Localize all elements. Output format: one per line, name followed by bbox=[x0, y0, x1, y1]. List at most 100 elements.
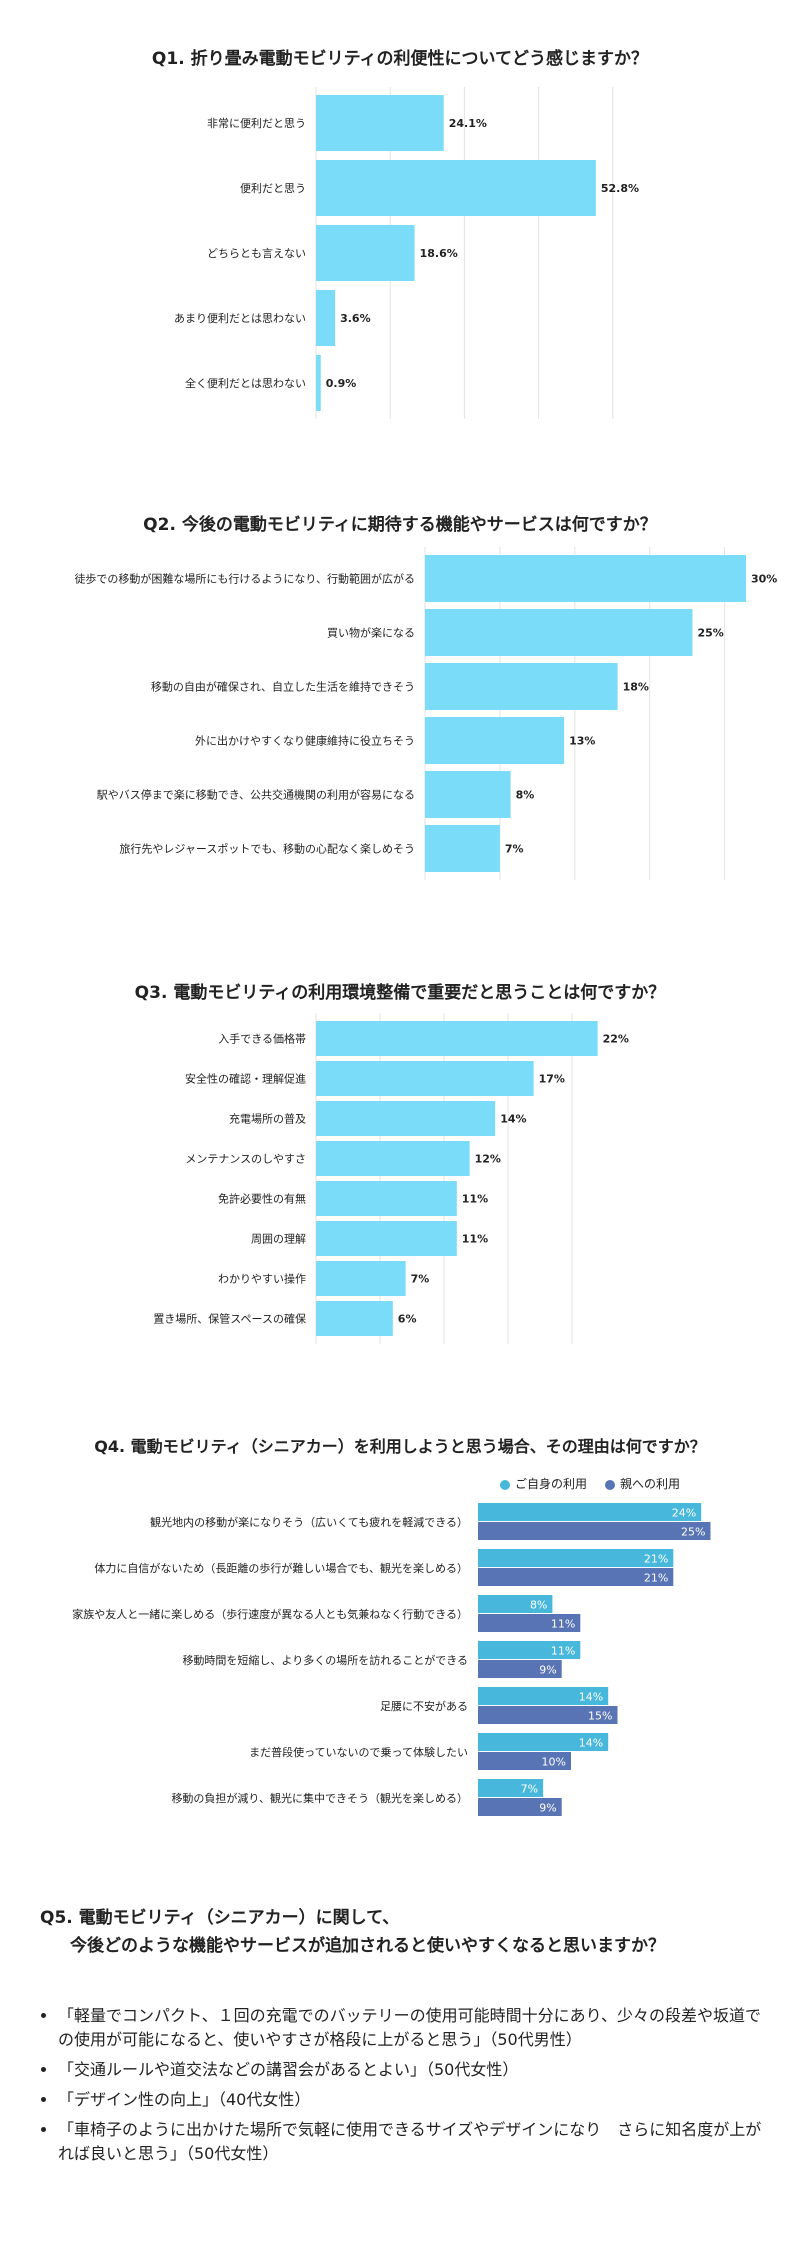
bar bbox=[425, 717, 565, 764]
bar bbox=[316, 160, 596, 216]
q1-chart: 非常に便利だと思う 24.1% 便利だと思う 52.8% どちらとも言えない 18.6% あ… bbox=[174, 87, 639, 419]
value-label: 25% bbox=[681, 1526, 705, 1539]
bar-self bbox=[478, 1503, 702, 1521]
value-label: 24.1% bbox=[449, 117, 487, 130]
bar-parent bbox=[478, 1568, 674, 1586]
category-label: 観光地内の移動が楽になりそう（広いくても疲れを軽減できる） bbox=[150, 1515, 468, 1529]
legend-item-self: ご自身の利用 bbox=[500, 1475, 587, 1492]
bar bbox=[425, 609, 693, 656]
bar bbox=[316, 1261, 406, 1296]
category-label: 便利だと思う bbox=[240, 182, 306, 195]
bar bbox=[316, 1061, 534, 1096]
category-label: 非常に便利だと思う bbox=[207, 117, 306, 130]
bar bbox=[316, 1221, 457, 1256]
value-label: 52.8% bbox=[601, 182, 639, 195]
value-label: 7% bbox=[521, 1783, 538, 1796]
value-label: 18% bbox=[623, 681, 649, 694]
value-label: 8% bbox=[516, 789, 535, 802]
value-label: 11% bbox=[462, 1193, 488, 1206]
category-label: 家族や友人と一緒に楽しめる（歩行速度が異なる人とも気兼ねなく行動できる） bbox=[72, 1607, 468, 1621]
category-label: 周囲の理解 bbox=[251, 1232, 306, 1246]
q4-title: Q4. 電動モビリティ（シニアカー）を利用しようと思う場合、その理由は何ですか？ bbox=[94, 1437, 706, 1456]
q5-answer: 「交通ルールや道交法などの講習会があるとよい」（50代女性） bbox=[58, 2058, 770, 2082]
value-label: 9% bbox=[539, 1664, 556, 1677]
q1-title: Q1. 折り畳み電動モビリティの利便性についてどう感じますか？ bbox=[151, 49, 649, 69]
legend-label-parent: 親への利用 bbox=[620, 1477, 681, 1491]
q5-title-line1: Q5. 電動モビリティ（シニアカー）に関して、 bbox=[40, 1908, 400, 1928]
value-label: 9% bbox=[539, 1802, 556, 1815]
bar bbox=[425, 555, 746, 602]
value-label: 12% bbox=[475, 1153, 501, 1166]
bar bbox=[316, 1021, 598, 1056]
value-label: 21% bbox=[644, 1572, 668, 1585]
category-label: メンテナンスのしやすさ bbox=[185, 1153, 306, 1166]
bar bbox=[316, 95, 444, 151]
category-label: 徒歩での移動が困難な場所にも行けるようになり、行動範囲が広がる bbox=[74, 572, 415, 586]
category-label: 移動の負担が減り、観光に集中できそう（観光を楽しめる） bbox=[171, 1791, 468, 1805]
value-label: 3.6% bbox=[340, 312, 371, 325]
bar bbox=[316, 1181, 457, 1216]
q3-chart: 入手できる価格帯 22% 安全性の確認・理解促進 17% 充電場所の普及 14% メンテナン… bbox=[153, 1013, 629, 1344]
value-label: 7% bbox=[505, 843, 524, 856]
q5-answer-list: 「軽量でコンパクト、１回の充電でのバッテリーの使用可能時間十分にあり、少々の段差… bbox=[40, 2004, 770, 2166]
category-label: わかりやすい操作 bbox=[218, 1272, 306, 1286]
q5-answer: 「軽量でコンパクト、１回の充電でのバッテリーの使用可能時間十分にあり、少々の段差… bbox=[58, 2004, 770, 2052]
bar-self bbox=[478, 1779, 544, 1797]
bar-self bbox=[478, 1549, 674, 1567]
bar-parent bbox=[478, 1706, 618, 1724]
bar bbox=[425, 663, 618, 710]
category-label: 駅やバス停まで楽に移動でき、公共交通機関の利用が容易になる bbox=[97, 788, 415, 802]
bar-self bbox=[478, 1687, 609, 1705]
q2-chart: 徒歩での移動が困難な場所にも行けるようになり、行動範囲が広がる 30% 買い物が楽に… bbox=[74, 547, 777, 880]
category-label: 置き場所、保管スペースの確保 bbox=[153, 1312, 306, 1326]
value-label: 7% bbox=[411, 1273, 430, 1286]
q5-answer: 「デザイン性の向上」（40代女性） bbox=[58, 2088, 770, 2112]
value-label: 25% bbox=[698, 627, 724, 640]
category-label: 体力に自信がないため（長距離の歩行が難しい場合でも、観光を楽しめる） bbox=[94, 1561, 468, 1575]
bar-parent bbox=[478, 1752, 571, 1770]
bar bbox=[425, 771, 511, 818]
q3-title: Q3. 電動モビリティの利用環境整備で重要だと思うことは何ですか？ bbox=[134, 983, 666, 1003]
value-label: 22% bbox=[603, 1033, 629, 1046]
category-label: 入手できる価格帯 bbox=[218, 1032, 306, 1046]
category-label: 全く便利だとは思わない bbox=[185, 376, 306, 390]
q2-title: Q2. 今後の電動モビリティに期待する機能やサービスは何ですか？ bbox=[143, 515, 657, 535]
legend-swatch-self bbox=[500, 1479, 510, 1490]
bar bbox=[316, 225, 415, 281]
category-label: 充電場所の普及 bbox=[229, 1112, 306, 1126]
bar-self bbox=[478, 1733, 609, 1751]
category-label: 移動の自由が確保され、自立した生活を維持できそう bbox=[151, 680, 415, 694]
category-label: 外に出かけやすくなり健康維持に役立ちそう bbox=[195, 734, 415, 748]
category-label: まだ普段使っていないので乗って体験したい bbox=[249, 1745, 468, 1759]
value-label: 24% bbox=[672, 1507, 696, 1520]
category-label: 買い物が楽になる bbox=[327, 626, 415, 640]
q5-answer: 「車椅子のように出かけた場所で気軽に使用できるサイズやデザインになり さらに知名… bbox=[58, 2118, 770, 2166]
value-label: 6% bbox=[398, 1313, 417, 1326]
q4-chart: 観光地内の移動が楽になりそう（広いくても疲れを軽減できる） 24% 25% 体力に自信… bbox=[72, 1503, 711, 1816]
value-label: 17% bbox=[539, 1073, 565, 1086]
value-label: 0.9% bbox=[326, 377, 357, 390]
bar-self bbox=[478, 1595, 553, 1613]
category-label: あまり便利だとは思わない bbox=[174, 312, 306, 325]
value-label: 30% bbox=[751, 573, 777, 586]
category-label: 移動時間を短縮し、より多くの場所を訪れることができる bbox=[182, 1653, 468, 1667]
bar bbox=[316, 1301, 393, 1336]
bar bbox=[425, 825, 500, 872]
value-label: 15% bbox=[588, 1710, 612, 1723]
bar-self bbox=[478, 1641, 581, 1659]
value-label: 18.6% bbox=[420, 247, 458, 260]
value-label: 14% bbox=[500, 1113, 526, 1126]
q4-legend: ご自身の利用 親への利用 bbox=[500, 1475, 680, 1492]
category-label: 足腰に不安がある bbox=[380, 1699, 468, 1713]
category-label: 免許必要性の有無 bbox=[218, 1192, 306, 1206]
category-label: 安全性の確認・理解促進 bbox=[185, 1072, 306, 1086]
bar bbox=[316, 290, 336, 346]
legend-label-self: ご自身の利用 bbox=[515, 1477, 588, 1491]
bar-parent bbox=[478, 1798, 562, 1816]
category-label: 旅行先やレジャースポットでも、移動の心配なく楽しめそう bbox=[119, 842, 415, 856]
bar bbox=[316, 1101, 496, 1136]
value-label: 14% bbox=[579, 1691, 603, 1704]
bar-parent bbox=[478, 1614, 581, 1632]
value-label: 11% bbox=[551, 1618, 575, 1631]
q5-section: Q5. 電動モビリティ（シニアカー）に関して、 今後どのような機能やサービスが追… bbox=[40, 1904, 770, 2172]
